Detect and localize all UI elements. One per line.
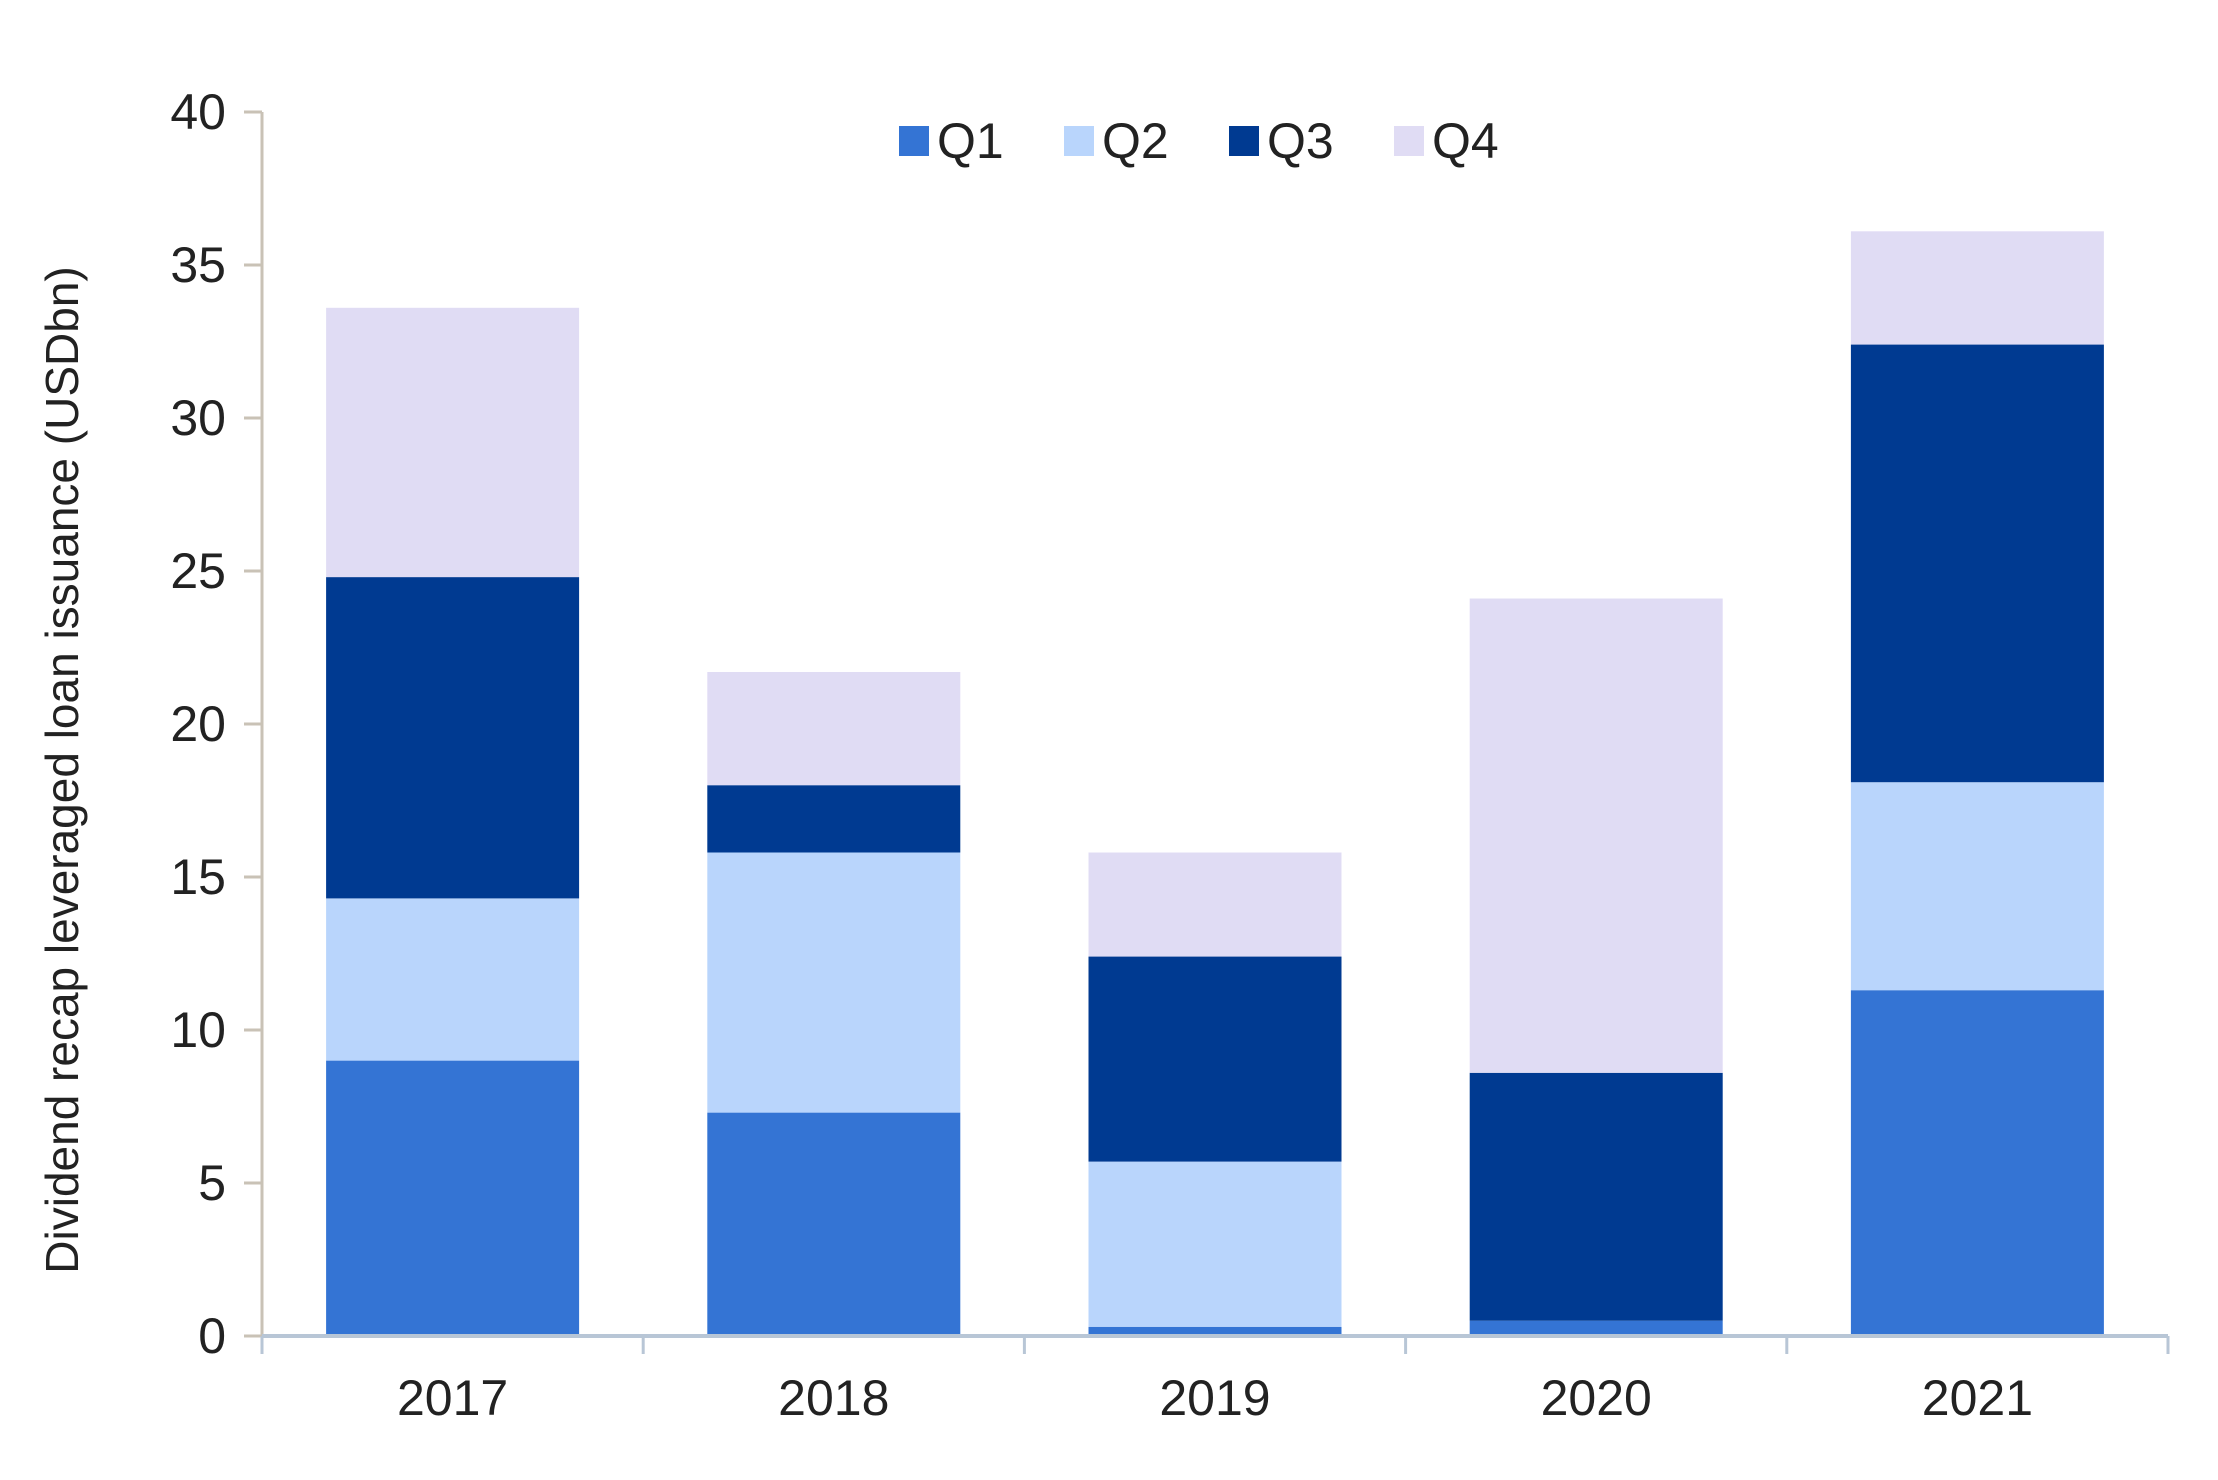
bar-2021-q2 [1850,782,2104,991]
legend-label-q4: Q4 [1432,113,1499,169]
axes-layer [244,110,2170,1354]
y-tick-label: 40 [170,84,226,140]
legend: Q1 Q2 Q3 Q4 [899,113,1499,169]
x-tick-label-2019: 2019 [1159,1370,1270,1426]
bar-2018-q4 [707,672,961,786]
y-tick-label: 20 [170,696,226,752]
x-tick-label-2020: 2020 [1541,1370,1652,1426]
bar-2017-q4 [326,307,580,578]
y-tick-label: 15 [170,849,226,905]
legend-label-q2: Q2 [1102,113,1169,169]
y-axis-title: Dividend recap leveraged loan issuance (… [36,266,88,1273]
x-tick-label-2017: 2017 [397,1370,508,1426]
y-tick-label: 25 [170,543,226,599]
legend-label-q3: Q3 [1267,113,1334,169]
y-tick-label: 30 [170,390,226,446]
bars-layer [326,231,2104,1336]
bar-2020-q3 [1469,1072,1723,1321]
y-tick-label: 10 [170,1002,226,1058]
y-tick-label: 0 [198,1308,226,1364]
bar-2020-q4 [1469,598,1723,1073]
bar-2018-q1 [707,1112,961,1336]
bar-2017-q2 [326,898,580,1061]
y-tick-label: 5 [198,1155,226,1211]
bar-2017-q3 [326,577,580,899]
bar-2019-q4 [1088,852,1342,957]
bar-2019-q3 [1088,956,1342,1162]
bar-2021-q1 [1850,990,2104,1336]
legend-swatch-q2 [1064,126,1094,156]
legend-label-q1: Q1 [937,113,1004,169]
y-tick-label: 35 [170,237,226,293]
bar-2019-q1 [1088,1326,1342,1336]
legend-swatch-q1 [899,126,929,156]
bar-2021-q3 [1850,344,2104,783]
x-tick-label-2018: 2018 [778,1370,889,1426]
bar-2021-q4 [1850,231,2104,345]
bar-2017-q1 [326,1060,580,1336]
bar-2019-q2 [1088,1161,1342,1327]
bar-2020-q1 [1469,1320,1723,1336]
legend-swatch-q4 [1394,126,1424,156]
legend-swatch-q3 [1229,126,1259,156]
bar-2018-q2 [707,852,961,1113]
x-tick-label-2021: 2021 [1922,1370,2033,1426]
bar-2018-q3 [707,785,961,853]
labels-layer: 0 5 10 15 20 25 30 35 40 2017 2018 2019 2020 2021 [170,84,2033,1426]
